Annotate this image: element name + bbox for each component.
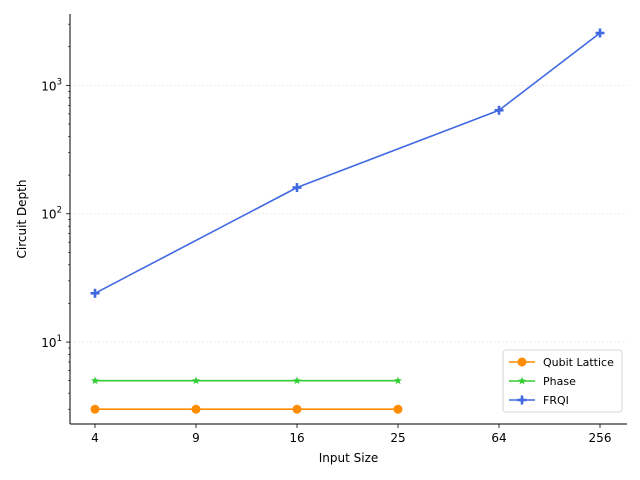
y-axis-title: Circuit Depth [15, 180, 29, 259]
legend: Qubit Lattice Phase FRQI [502, 349, 623, 413]
series-phase [91, 376, 402, 385]
series-line [94, 32, 601, 294]
data-point [393, 404, 403, 414]
x-tick-label: 25 [390, 431, 405, 445]
legend-entry: FRQI [509, 394, 569, 407]
series-frqi [90, 28, 605, 298]
data-point [192, 376, 200, 385]
legend-entry: Qubit Lattice [509, 356, 614, 369]
grid-lines [70, 84, 627, 343]
axes: 101 102 103 4 9 16 25 64 256 [41, 14, 627, 445]
legend-entry: Phase [509, 375, 576, 388]
legend-marker [517, 395, 527, 405]
legend-marker [518, 376, 526, 385]
data-point [191, 404, 201, 414]
series-layer [90, 28, 605, 414]
y-tick-label: 101 [41, 334, 62, 350]
legend-marker [517, 357, 527, 367]
data-point [90, 404, 100, 414]
x-tick-label: 4 [91, 431, 99, 445]
data-point [394, 376, 402, 385]
x-axis-title: Input Size [319, 451, 379, 465]
legend-label: Phase [543, 375, 576, 388]
x-tick-label: 9 [192, 431, 200, 445]
data-point [292, 404, 302, 414]
data-point [293, 376, 301, 385]
x-tick-label: 64 [491, 431, 506, 445]
data-point [595, 28, 605, 38]
legend-label: Qubit Lattice [543, 356, 614, 369]
legend-box [502, 349, 623, 413]
data-point [292, 183, 302, 193]
series-qubit-lattice [90, 404, 403, 414]
x-tick-label: 16 [289, 431, 304, 445]
data-point [91, 376, 99, 385]
x-tick-label: 256 [589, 431, 612, 445]
data-point [90, 288, 100, 298]
legend-label: FRQI [543, 394, 569, 407]
data-point [494, 105, 504, 115]
y-tick-label: 102 [41, 206, 62, 222]
y-tick-label: 103 [41, 77, 62, 93]
